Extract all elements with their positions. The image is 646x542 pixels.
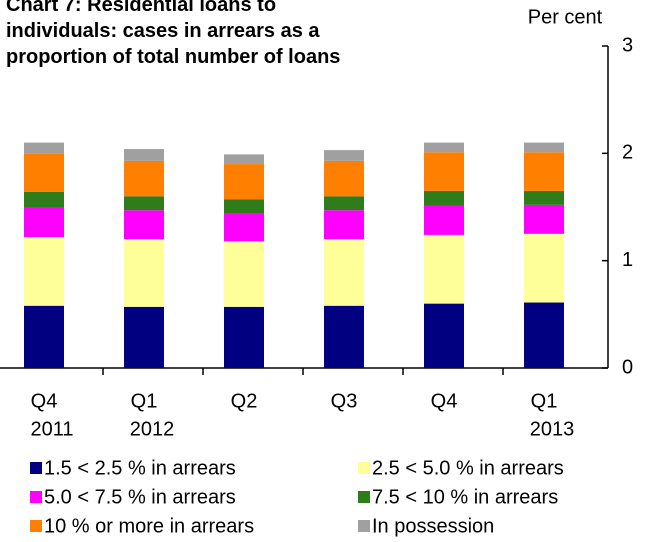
legend-label: 5.0 < 7.5 % in arrears <box>44 486 236 508</box>
bar-segment <box>224 241 264 307</box>
bar-segment <box>24 237 64 306</box>
bar-segment <box>424 152 464 191</box>
legend-swatch <box>30 520 42 532</box>
bar-segment <box>424 303 464 368</box>
y-tick-label: 1 <box>622 249 633 271</box>
legend-label: In possession <box>372 515 494 537</box>
bar-segment <box>324 239 364 306</box>
bar-segment <box>24 191 64 207</box>
bar-segment <box>24 153 64 192</box>
bar-segment <box>224 213 264 242</box>
bar-segment <box>524 204 564 234</box>
bar-segment <box>324 160 364 197</box>
bar-segment <box>124 306 164 368</box>
chart-title: Chart 7: Residential loans to individual… <box>6 0 341 68</box>
legend-label: 10 % or more in arrears <box>44 515 254 537</box>
bar-segment <box>524 142 564 153</box>
bar-segment <box>124 239 164 307</box>
y-axis-label: Per cent <box>528 6 603 28</box>
bar-segment <box>324 150 364 161</box>
bar-segment <box>224 154 264 165</box>
legend-swatch <box>30 462 42 474</box>
bar-segment <box>124 196 164 211</box>
bar-segment <box>424 190 464 206</box>
bar-segment <box>224 306 264 368</box>
legend-label: 2.5 < 5.0 % in arrears <box>372 457 564 479</box>
bar-segment <box>524 152 564 191</box>
x-tick-label: Q4 <box>31 390 58 412</box>
x-tick-label: 2011 <box>30 418 73 440</box>
bar-segment <box>424 205 464 235</box>
y-tick-label: 2 <box>622 142 633 164</box>
legend-label: 7.5 < 10 % in arrears <box>372 486 558 508</box>
bar-segment <box>524 302 564 368</box>
y-tick-label: 0 <box>622 356 633 378</box>
bar-segment <box>224 164 264 200</box>
bar-segment <box>124 149 164 161</box>
x-tick-label: Q2 <box>231 390 258 412</box>
x-tick-label: Q3 <box>331 390 358 412</box>
bar-segment <box>124 210 164 240</box>
x-tick-label: Q1 <box>131 390 158 412</box>
legend-swatch <box>358 491 370 503</box>
bar-segment <box>424 142 464 153</box>
bar-segment <box>524 233 564 303</box>
x-tick-label: 2013 <box>530 418 575 440</box>
legend-swatch <box>30 491 42 503</box>
y-tick-label: 3 <box>622 34 633 56</box>
bar-segment <box>24 207 64 238</box>
bar-segment <box>124 160 164 197</box>
bar-segment <box>324 196 364 211</box>
bar-segment <box>324 210 364 240</box>
bar-segment <box>424 234 464 304</box>
legend-swatch <box>358 520 370 532</box>
bar-segment <box>224 199 264 214</box>
x-tick-label: Q1 <box>531 390 558 412</box>
x-tick-label: Q4 <box>431 390 458 412</box>
bar-segment <box>24 305 64 368</box>
legend-swatch <box>358 462 370 474</box>
x-tick-label: 2012 <box>130 418 175 440</box>
bar-segment <box>324 305 364 368</box>
bar-segment <box>524 190 564 205</box>
legend-label: 1.5 < 2.5 % in arrears <box>44 457 236 479</box>
bar-segment <box>24 142 64 154</box>
